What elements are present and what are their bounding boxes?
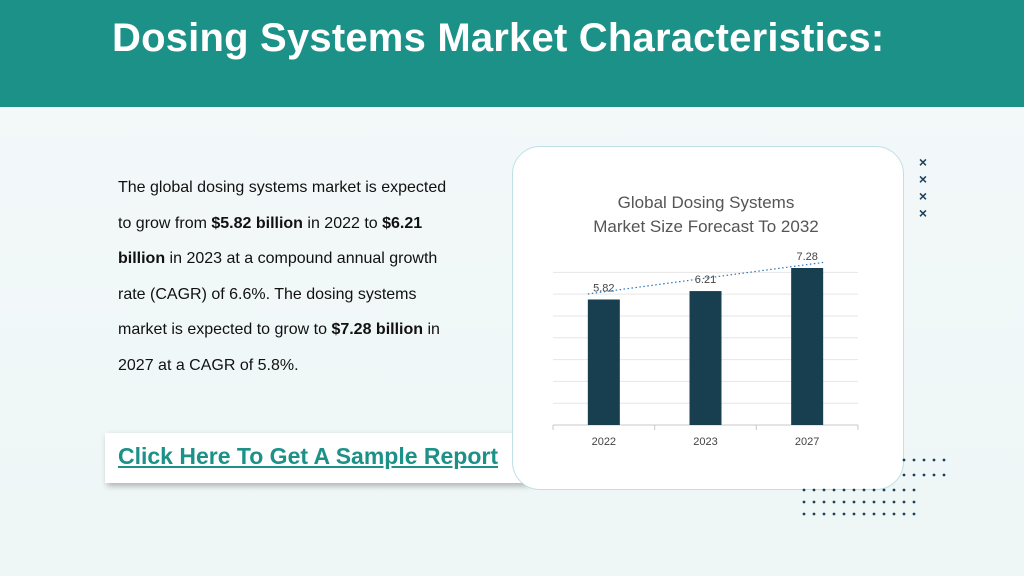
value-2022: $5.82 billion: [211, 214, 303, 232]
x-mark-icon: ×: [918, 171, 928, 187]
x-mark-icon: ×: [918, 154, 928, 170]
description-text-3: in 2023 at a compound annual growth rate…: [118, 250, 438, 338]
chart-title-line-1: Global Dosing Systems: [617, 193, 795, 212]
x-tick-label-2022: 2022: [592, 436, 616, 448]
x-tick-label-2023: 2023: [693, 436, 717, 448]
description-text-2: in 2022 to: [302, 214, 383, 232]
x-mark-icon: ×: [918, 188, 928, 204]
bar-2027: [791, 268, 824, 425]
market-description: The global dosing systems market is expe…: [118, 170, 458, 383]
x-tick-label-2027: 2027: [795, 436, 819, 448]
value-2023: $6.21 billion: [118, 214, 423, 268]
dot-grid-decoration-2: [802, 488, 916, 516]
bar-2023: [689, 291, 722, 425]
description-text-1: The global dosing systems market is expe…: [118, 179, 447, 232]
value-2027: $7.28 billion: [331, 321, 424, 338]
chart-title-line-2: Market Size Forecast To 2032: [593, 217, 819, 236]
data-label-2027: 7.28: [796, 251, 817, 263]
x-mark-icon: ×: [918, 205, 928, 221]
header-band: Dosing Systems Market Characteristics:: [0, 0, 1024, 107]
dot-grid-decoration-1: [902, 458, 946, 477]
x-marks-decoration: × × × ×: [915, 154, 931, 222]
page-title: Dosing Systems Market Characteristics:: [112, 16, 885, 60]
sample-report-link[interactable]: Click Here To Get A Sample Report: [118, 443, 499, 469]
bar-2022: [587, 299, 620, 425]
description-text-4: in 2027 at a CAGR of 5.8%.: [118, 321, 440, 374]
sample-report-button[interactable]: Click Here To Get A Sample Report: [105, 433, 528, 483]
chart-title: Global Dosing Systems Market Size Foreca…: [556, 191, 856, 239]
data-label-2023: 6.21: [695, 274, 716, 286]
